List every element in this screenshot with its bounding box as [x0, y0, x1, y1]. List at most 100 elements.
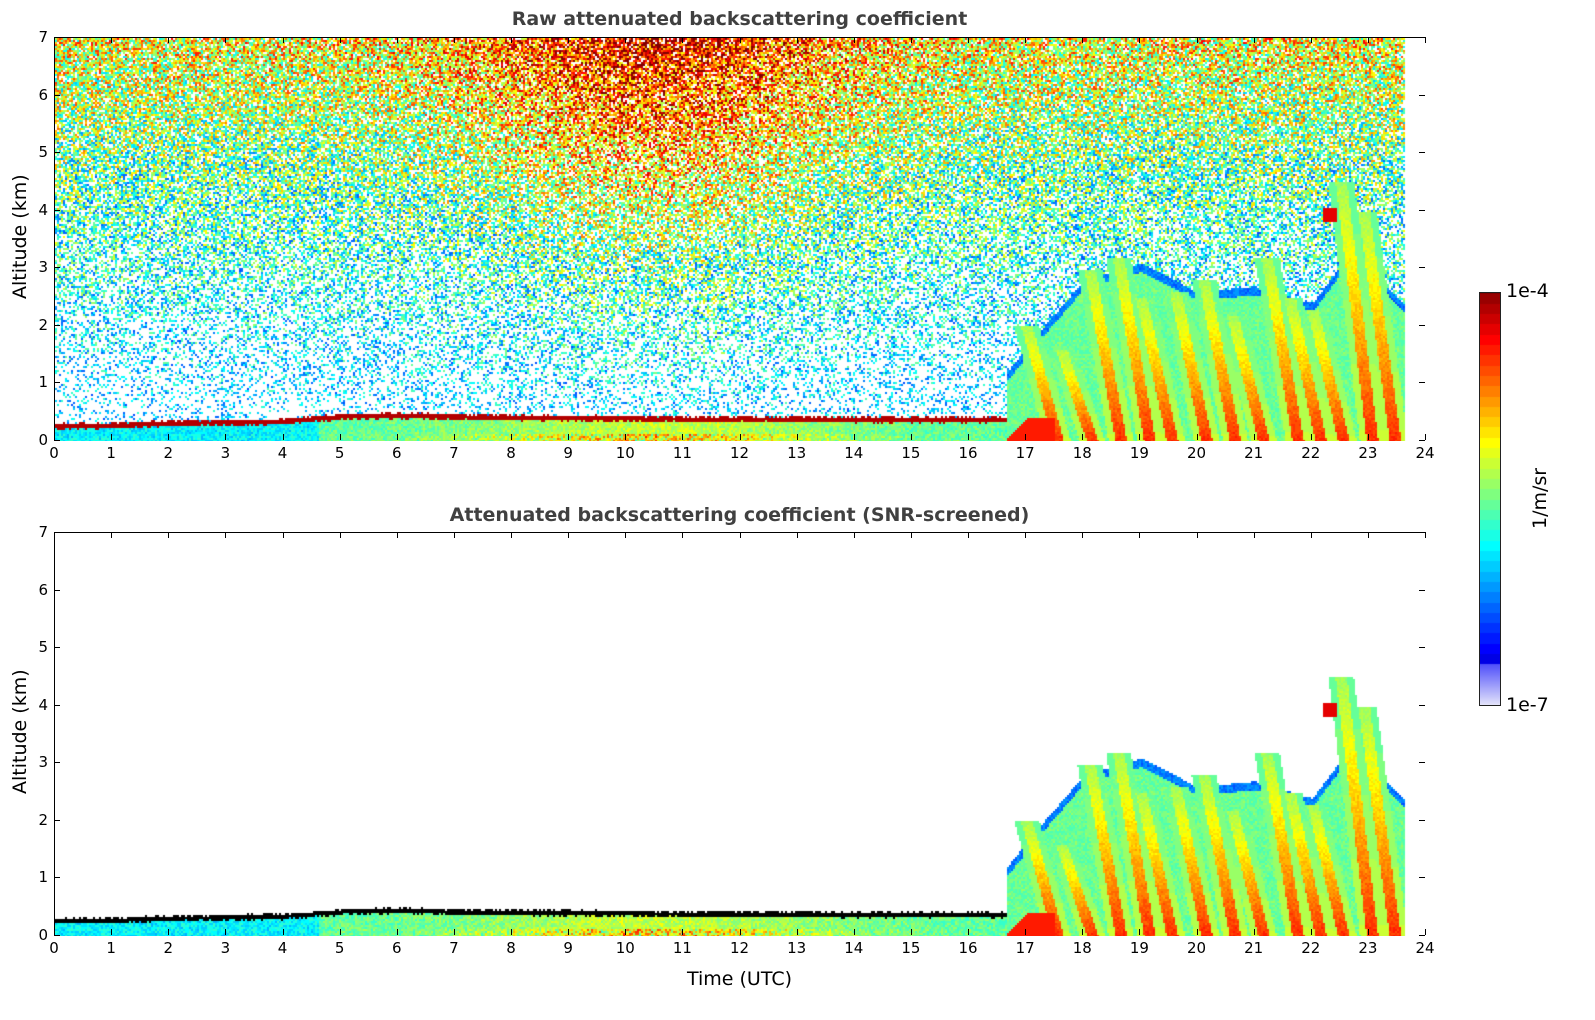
x-tick-mark [1310, 434, 1312, 440]
y-tick-mark [54, 935, 60, 936]
x-axis-label: Time (UTC) [686, 968, 793, 990]
y-tick-mark [1419, 935, 1425, 936]
x-tick-label: 1 [106, 939, 116, 957]
x-tick-mark [511, 434, 512, 440]
x-tick-mark [453, 37, 455, 43]
x-tick-mark [968, 929, 969, 935]
x-tick-mark [282, 929, 284, 935]
y-tick-mark [1419, 704, 1425, 706]
y-tick-mark [1419, 762, 1425, 764]
x-tick-mark [1139, 929, 1141, 935]
x-tick-mark [54, 434, 55, 440]
y-tick-mark [54, 382, 60, 384]
x-tick-mark [54, 37, 55, 43]
x-tick-mark [1082, 37, 1084, 43]
x-tick-label: 14 [844, 444, 864, 462]
y-tick-mark [54, 819, 60, 821]
x-tick-mark [339, 434, 341, 440]
x-tick-mark [225, 532, 227, 538]
x-tick-label: 9 [563, 939, 573, 957]
x-tick-mark [453, 532, 455, 538]
y-tick-label: 2 [38, 315, 48, 334]
x-tick-label: 24 [1415, 444, 1435, 462]
x-tick-mark [511, 37, 512, 43]
x-tick-label: 4 [277, 444, 288, 462]
x-tick-mark [1310, 929, 1312, 935]
x-tick-mark [111, 929, 113, 935]
x-tick-mark [796, 929, 798, 935]
x-tick-mark [1139, 434, 1141, 440]
x-tick-label: 8 [506, 444, 516, 462]
x-tick-mark [1196, 434, 1198, 440]
y-tick-mark [1419, 209, 1425, 211]
x-tick-mark [511, 532, 512, 538]
y-tick-mark [1419, 819, 1425, 821]
y-tick-mark [1419, 382, 1425, 384]
x-tick-mark [739, 434, 741, 440]
y-tick-mark [1419, 152, 1425, 154]
y-tick-mark [54, 37, 60, 38]
x-tick-mark [1253, 929, 1255, 935]
top-chart-title: Raw attenuated backscattering coefficien… [511, 8, 968, 30]
y-tick-label: 0 [38, 431, 48, 449]
x-tick-mark [282, 434, 284, 440]
y-tick-mark [54, 94, 60, 96]
x-tick-label: 12 [729, 444, 750, 462]
x-tick-label: 14 [844, 939, 864, 957]
y-tick-label: 2 [38, 810, 48, 829]
x-tick-label: 20 [1186, 444, 1207, 462]
x-tick-mark [1425, 37, 1426, 43]
x-tick-mark [739, 929, 741, 935]
y-tick-mark [54, 762, 60, 764]
x-tick-label: 6 [391, 939, 402, 957]
x-tick-label: 8 [506, 939, 516, 957]
x-tick-mark [568, 929, 570, 935]
x-tick-mark [396, 532, 398, 538]
x-tick-mark [853, 37, 855, 43]
x-tick-mark [111, 37, 113, 43]
y-tick-label: 6 [38, 580, 48, 599]
x-tick-mark [1253, 532, 1255, 538]
x-tick-label: 20 [1186, 939, 1207, 957]
y-tick-label: 5 [38, 638, 48, 657]
x-tick-label: 2 [163, 939, 174, 957]
x-tick-label: 10 [615, 444, 635, 462]
y-tick-mark [54, 589, 60, 591]
x-tick-mark [682, 532, 684, 538]
x-tick-mark [168, 929, 170, 935]
y-tick-mark [54, 440, 60, 441]
x-tick-label: 4 [277, 939, 288, 957]
x-tick-label: 24 [1415, 939, 1435, 957]
raw-backscatter-heatmap [55, 38, 1426, 441]
x-tick-mark [1082, 434, 1084, 440]
x-tick-mark [739, 532, 741, 538]
y-tick-mark [1419, 37, 1425, 38]
x-tick-mark [910, 37, 912, 43]
x-tick-label: 21 [1244, 444, 1264, 462]
y-tick-label: 0 [38, 926, 48, 944]
x-tick-mark [1025, 532, 1027, 538]
colorbar-max-label: 1e-4 [1506, 280, 1549, 302]
x-tick-mark [225, 434, 227, 440]
x-tick-mark [625, 434, 627, 440]
x-tick-label: 9 [563, 444, 573, 462]
x-tick-label: 3 [220, 939, 231, 957]
y-tick-mark [1419, 324, 1425, 326]
x-tick-mark [910, 532, 912, 538]
y-tick-mark [1419, 589, 1425, 591]
y-tick-label: 4 [38, 200, 48, 219]
x-tick-label: 7 [449, 444, 459, 462]
x-tick-mark [339, 532, 341, 538]
x-tick-mark [1367, 929, 1369, 935]
bottom-y-axis-label: Altitude (km) [9, 669, 31, 794]
x-tick-mark [396, 37, 398, 43]
y-tick-mark [54, 267, 60, 269]
x-tick-mark [54, 532, 55, 538]
x-tick-label: 12 [729, 939, 750, 957]
x-tick-mark [1425, 532, 1426, 538]
y-tick-mark [54, 704, 60, 706]
x-tick-label: 11 [672, 444, 692, 462]
y-tick-mark [54, 152, 60, 154]
y-tick-mark [1419, 877, 1425, 879]
x-tick-mark [1025, 434, 1027, 440]
